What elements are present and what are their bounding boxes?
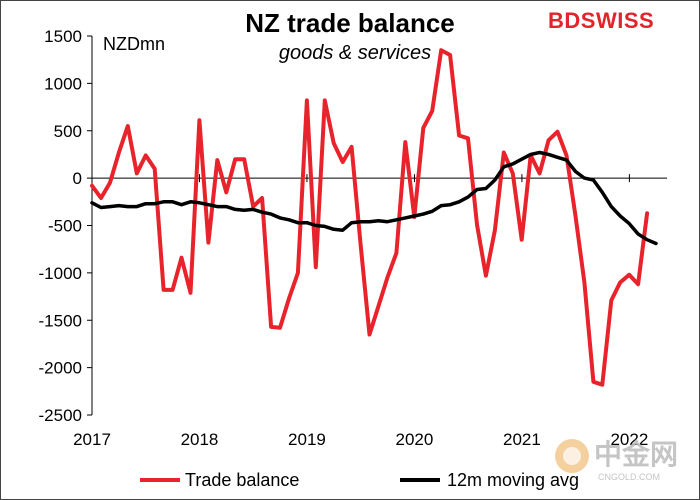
trade-balance-line (90, 48, 650, 387)
y-tick-label: 0 (73, 169, 82, 188)
y-tick-label: 1500 (44, 27, 82, 46)
chart-axes: 1500 1000 500 0 -500 -1000 -1500 -2000 -2500 2017… (39, 27, 667, 449)
x-tick-label: 2020 (396, 430, 434, 449)
watermark-text: 中金网 (594, 438, 678, 470)
y-tick-label: -2000 (39, 359, 82, 378)
legend-label: 12m moving avg (447, 470, 579, 490)
brand-logo-text: BDSWISS (548, 8, 655, 33)
y-tick-label: -2500 (39, 406, 82, 425)
chart-subtitle: goods & services (278, 42, 432, 64)
y-tick-label: 1000 (44, 74, 82, 93)
y-tick-label: 500 (54, 122, 82, 141)
watermark-subtext: CNGOLD.COM (598, 472, 660, 482)
watermark-logo: 中金网 CNGOLD.COM (555, 438, 678, 482)
y-unit-label: NZDmn (103, 34, 165, 54)
chart-title: NZ trade balance (245, 8, 455, 38)
x-tick-label: 2022 (610, 430, 648, 449)
x-tick-label: 2019 (288, 430, 326, 449)
chart-series (90, 48, 658, 387)
moving-average-line (90, 150, 658, 246)
x-tick-label: 2021 (503, 430, 541, 449)
y-tick-label: -500 (48, 217, 82, 236)
y-tick-label: -1500 (39, 311, 82, 330)
brand-logo: BDSWISS (548, 6, 654, 36)
x-tick-label: 2017 (73, 430, 111, 449)
legend-label: Trade balance (185, 470, 299, 490)
x-tick-label: 2018 (181, 430, 219, 449)
y-tick-label: -1000 (39, 264, 82, 283)
chart-legend: Trade balance 12m moving avg (140, 470, 579, 490)
